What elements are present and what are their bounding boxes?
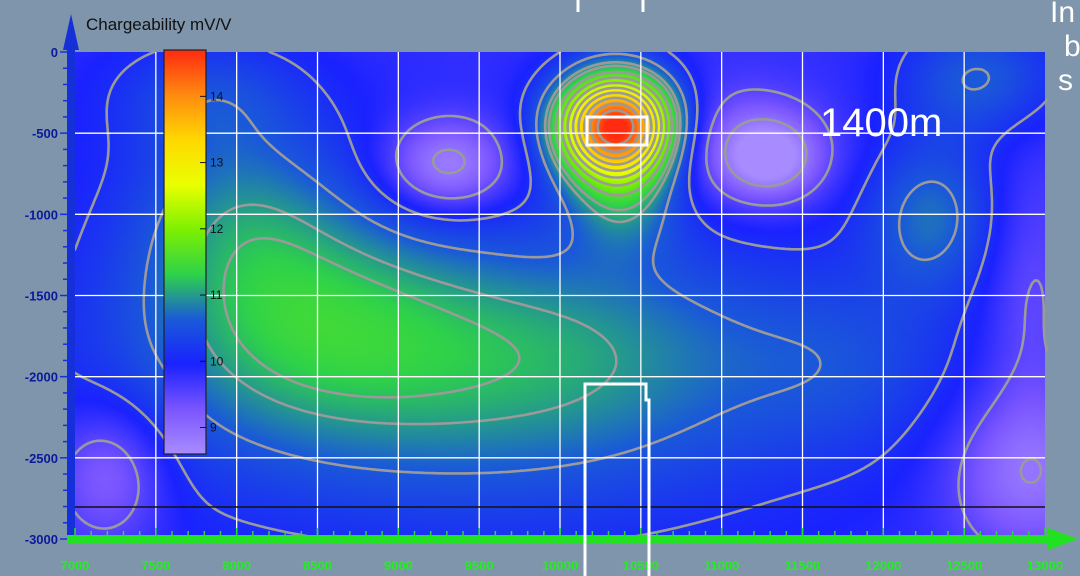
- target-outline: [583, 382, 651, 576]
- edge-text-3: s: [1058, 64, 1073, 97]
- y-axis-arrow-icon: [63, 14, 79, 50]
- y-axis-bar: [67, 36, 75, 542]
- x-tick-label: 8000: [222, 558, 251, 573]
- colorbar: 14 13 12 11 10 9: [163, 49, 224, 455]
- y-tick-label: -2000: [25, 370, 58, 385]
- x-tick-label: 9500: [465, 558, 494, 573]
- y-tick-label: -3000: [25, 532, 58, 547]
- colorbar-tick-label: 11: [210, 288, 223, 302]
- x-tick-label: 10000: [542, 558, 578, 573]
- x-tick-label: 9000: [384, 558, 413, 573]
- grid-lines: [75, 52, 1045, 539]
- x-tick-label: 7000: [61, 558, 90, 573]
- target-box: [585, 115, 649, 147]
- contour-line: [222, 64, 679, 399]
- edge-text-1: In: [1050, 0, 1075, 29]
- colorbar-ticks: 14 13 12 11 10 9: [200, 89, 224, 435]
- colorbar-tick-label: 14: [210, 89, 224, 103]
- chart-title: Chargeability mV/V: [86, 15, 232, 34]
- contour-line: [577, 91, 653, 166]
- x-axis-arrow-icon: [1048, 528, 1078, 550]
- edge-text-2: b: [1064, 30, 1080, 63]
- y-tick-label: -1500: [25, 289, 58, 304]
- x-tick-label: 12500: [946, 558, 982, 573]
- contour-line: [73, 88, 1049, 543]
- x-tick-label: 13000: [1027, 558, 1063, 573]
- contour-line: [560, 76, 668, 187]
- y-tick-label: 0: [51, 45, 58, 60]
- colorbar-tick-label: 13: [210, 156, 224, 170]
- contour-lines: [73, 50, 1049, 543]
- colorbar-tick-label: 9: [210, 421, 217, 435]
- colorbar-tick-label: 10: [210, 354, 224, 368]
- colorbar-tick-label: 12: [210, 222, 224, 236]
- x-axis-bar: [67, 535, 1057, 543]
- contour-line: [73, 50, 1049, 543]
- x-tick-label: 11000: [704, 558, 739, 573]
- x-tick-label: 8500: [303, 558, 332, 573]
- y-axis-ticks: 0 -500 -1000 -1500 -2000 -2500 -3000: [25, 45, 67, 547]
- y-tick-label: -1000: [25, 207, 58, 222]
- distance-label: 1400m: [820, 101, 942, 145]
- y-tick-label: -500: [32, 126, 58, 141]
- x-tick-label: 10500: [623, 558, 659, 573]
- contour-line: [431, 118, 1043, 484]
- x-axis-ticks: 7000 7500 8000 8500 9000 9500 10000 10500 11000 1…: [61, 528, 1063, 573]
- x-tick-label: 7500: [141, 558, 170, 573]
- y-tick-label: -2500: [25, 451, 58, 466]
- contour-line: [554, 70, 673, 197]
- colorbar-gradient: [163, 49, 207, 455]
- contour-line: [566, 81, 663, 179]
- x-tick-label: 12000: [865, 558, 901, 573]
- x-tick-label: 11500: [785, 558, 820, 573]
- contour-line: [571, 86, 658, 173]
